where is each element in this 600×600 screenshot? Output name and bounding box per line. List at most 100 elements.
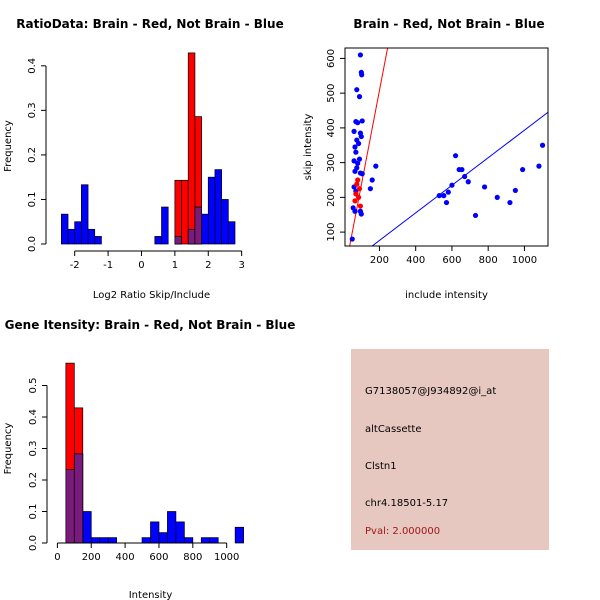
chart2-point-not-brain [539,142,546,148]
chart2-x-tick-label: 1000 [512,255,537,266]
chart2-point-not-brain [358,211,364,217]
chart1-bar-not-brain [227,221,236,245]
chart3-ylabel: Frequency [3,423,14,475]
chart2-point-brain [356,186,363,192]
chart3-bar-not-brain [150,521,160,544]
chart2-point-not-brain [507,199,513,206]
chart2-fit-line-red [349,48,389,246]
chart3-bar-not-brain [175,521,185,544]
pval-text: Pval: 2.000000 [365,526,441,537]
chart3-x-tick-label: 600 [149,552,168,563]
chart1-x-tick-label: 0 [138,260,144,271]
chart2-point-not-brain [355,160,361,166]
chart3-x-tick-label: 1000 [214,552,239,563]
chart2-point-not-brain [357,52,364,58]
chart2-ylabel: skip intensity [303,114,314,181]
chart1-bar-brain [181,179,189,245]
chart1-y-tick-label: 0.0 [27,236,38,252]
chart2-point-not-brain [512,187,518,194]
chart3-bar-not-brain [184,537,194,544]
chart2-y-tick-label: 600 [326,49,337,68]
chart1-x-tick-label: 1 [172,260,178,271]
chart1-x-tick-label: -2 [70,260,80,271]
chart3-y-tick-label: 0.4 [28,409,39,425]
chart3-bar-not-brain [209,537,219,544]
location-text: chr4.18501-5.17 [365,498,449,509]
chart2-point-not-brain [355,120,361,126]
chart3-bar-not-brain [107,537,117,544]
chart2-point-not-brain [355,140,362,147]
info-panel: G7138057@J934892@i_at altCassette Clstn1… [351,349,549,550]
chart3-y-tick-label: 0.2 [28,472,39,488]
probe-id-text: G7138057@J934892@i_at [365,386,497,397]
chart3-y-tick-label: 0.0 [28,535,39,551]
chart2-point-not-brain [369,177,375,183]
chart2-x-tick-label: 600 [442,255,461,266]
chart1-bar-not-brain [94,236,102,245]
chart2-x-tick-label: 800 [479,255,498,266]
chart1-bar-not-brain [74,221,82,245]
chart2-point-not-brain [536,163,542,169]
chart3-x-tick-label: 400 [116,552,135,563]
chart1-xlabel: Log2 Ratio Skip/Include [93,290,210,301]
chart2-y-tick-label: 400 [326,118,337,137]
chart1-bar-not-brain [60,213,69,245]
chart1-ylabel: Frequency [3,120,14,172]
chart3-title: Gene Itensity: Brain - Red, Not Brain - … [5,318,296,332]
chart2-point-not-brain [472,212,479,219]
chart2-x-tick-label: 400 [406,255,425,266]
gene-name-text: Clstn1 [365,461,397,472]
chart2-title: Brain - Red, Not Brain - Blue [353,17,544,31]
chart3-x-tick-label: 800 [183,552,202,563]
chart1-bar-not-brain [67,228,76,245]
chart2-point-not-brain [354,87,360,93]
chart2-point-not-brain [449,182,455,188]
chart2-point-not-brain [359,118,365,124]
chart3-x-tick-label: 0 [54,552,60,563]
chart2-y-tick-label: 200 [326,188,337,207]
chart2-point-not-brain [349,236,355,242]
chart1-bar-not-brain [81,184,89,245]
event-type-text: altCassette [365,424,422,435]
chart1-bar-not-brain [201,213,209,245]
chart2-point-not-brain [352,168,358,174]
chart3-bar-not-brain [90,537,101,544]
chart2-point-not-brain [373,163,379,169]
chart1-y-tick-label: 0.2 [27,147,38,163]
chart1-x-tick-label: -1 [103,260,113,271]
chart2-point-not-brain [520,166,526,173]
chart2-point-not-brain [358,133,364,140]
chart2-y-tick-label: 100 [326,223,337,242]
chart2-y-tick-label: 500 [326,84,337,103]
chart2-point-not-brain [352,144,358,150]
chart2-point-brain [354,181,360,187]
chart2-point-not-brain [443,199,450,206]
chart1-y-tick-label: 0.1 [27,192,38,208]
chart2-point-not-brain [481,184,488,190]
chart1-bar-not-brain [161,206,169,245]
chart3-y-tick-label: 0.3 [28,441,39,457]
chart1-x-tick-label: 2 [205,260,211,271]
chart2-point-brain [355,177,361,183]
chart3-bar-overlap [73,453,84,544]
chart2-xlabel: include intensity [405,290,488,301]
chart1-bar-overlap [194,206,202,245]
chart3-bar-not-brain [141,537,151,544]
chart3-bar-not-brain [99,537,109,544]
chart2-point-not-brain [351,128,357,134]
chart1-bar-brain [187,52,196,245]
chart2-frame [344,47,549,247]
chart2-point-not-brain [452,153,459,159]
chart1-bar-overlap [174,236,182,245]
chart2-point-not-brain [494,194,500,200]
chart3-bar-not-brain [158,532,168,544]
chart2-point-not-brain [441,193,447,199]
chart3-bar-not-brain [200,537,211,544]
chart3-bar-not-brain [82,511,92,544]
chart2-point-not-brain [359,72,365,78]
chart3-xlabel: Intensity [129,590,173,600]
chart3-y-tick-label: 0.1 [28,504,39,520]
chart1-bar-not-brain [154,236,162,245]
chart2-point-not-brain [367,186,373,192]
